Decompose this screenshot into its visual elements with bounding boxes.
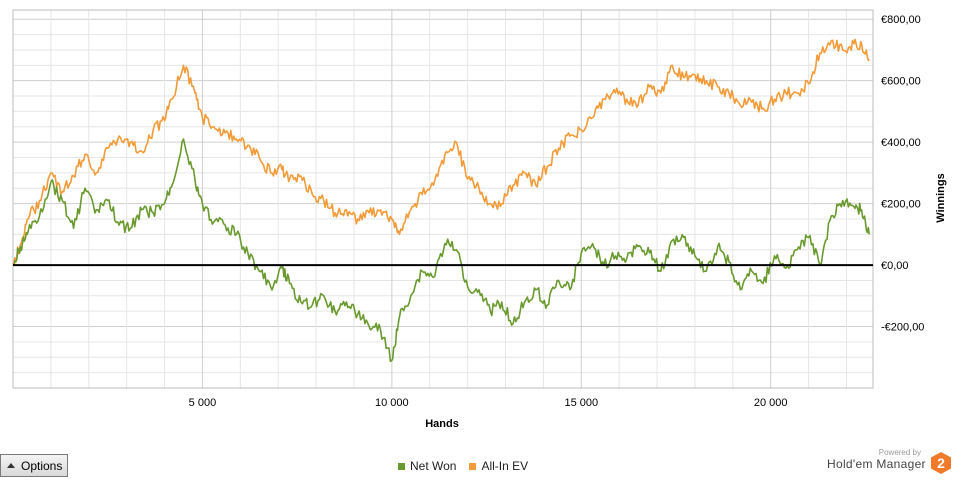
logo-digit: 2 [937,455,945,471]
x-tick-label: 15 000 [564,397,598,409]
y-tick-label: €200,00 [881,199,921,211]
expand-up-icon [7,463,15,468]
y-tick-label: -€200,00 [881,322,924,334]
plot-frame [12,9,874,389]
tick-labels: -€200,00 €0,00 €200,00 €400,00 €600,00 €800,0… [189,14,925,409]
x-tick-label: 20 000 [754,397,788,409]
x-tick-label: 5 000 [189,397,217,409]
hem2-logo-icon: 2 [931,452,951,474]
options-label: Options [21,458,63,473]
chart-canvas: -€200,00 €0,00 €200,00 €400,00 €600,00 €800,0… [12,9,947,430]
y-tick-label: €800,00 [881,14,921,26]
grid-lines [13,10,873,389]
y-tick-label: €600,00 [881,76,921,88]
series-line-net-won [12,138,870,363]
brand-watermark: Powered by Hold'em Manager 2 [827,448,957,480]
y-tick-label: €0,00 [881,260,909,272]
brand-name: Hold'em Manager [827,457,926,471]
plot-area-border [12,9,874,389]
y-tick-label: €400,00 [881,137,921,149]
bottom-bar: Options Net Won All-In EV Powered by Hol… [0,448,963,482]
x-tick-label: 10 000 [375,397,409,409]
chart-legend: Net Won All-In EV [398,458,541,474]
legend-item-all-in-ev[interactable]: All-In EV [469,459,528,473]
y-axis-label: Winnings [935,173,947,222]
x-axis-label: Hands [425,418,459,430]
legend-label-net-won: Net Won [410,459,457,473]
all-in-ev-swatch [469,462,477,470]
net-won-swatch [398,462,405,470]
legend-item-net-won[interactable]: Net Won [398,459,456,473]
powered-by-text: Powered by [878,448,921,457]
series-layer [12,38,870,363]
options-button[interactable]: Options [0,454,68,477]
series-line-all-in-ev [12,38,870,266]
legend-label-all-in-ev: All-In EV [481,459,529,473]
